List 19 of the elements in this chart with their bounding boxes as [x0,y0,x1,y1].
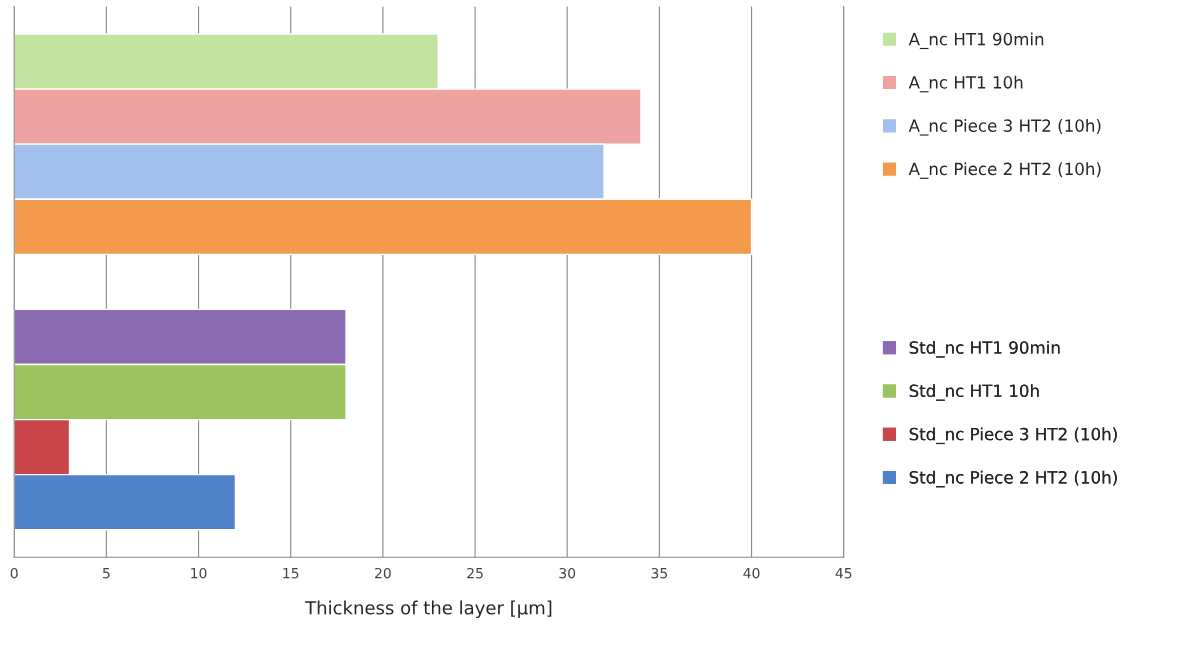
x-tick-label: 5 [103,568,110,579]
x-tick-label: 40 [743,567,760,579]
legend-label: Std_nc Piece 2 HT2 (10h) [909,470,1117,488]
x-tick-label: 15 [283,568,299,579]
legend-label: A_nc HT1 90min [908,32,1044,50]
legend-label: A_nc HT1 10h [908,75,1023,93]
legend-label: Std_nc Piece 3 HT2 (10h) [909,427,1117,445]
x-tick-label: 0 [10,567,18,579]
x-tick-label: 30 [559,567,576,579]
x-tick-label: 25 [467,567,483,579]
legend-label: Std_nc HT1 90min [909,340,1060,358]
legend-label: A_nc Piece 3 HT2 (10h) [908,119,1101,136]
x-tick-label: 45 [835,568,852,579]
x-tick-label: 35 [651,567,668,579]
x-tick-label: 20 [375,567,391,579]
legend-label: Std_nc HT1 10h [909,384,1039,401]
x-tick-label: 10 [191,567,207,579]
x-axis-title: Thickness of the layer [µm] [305,600,552,619]
legend-label: A_nc Piece 2 HT2 (10h) [908,162,1101,179]
